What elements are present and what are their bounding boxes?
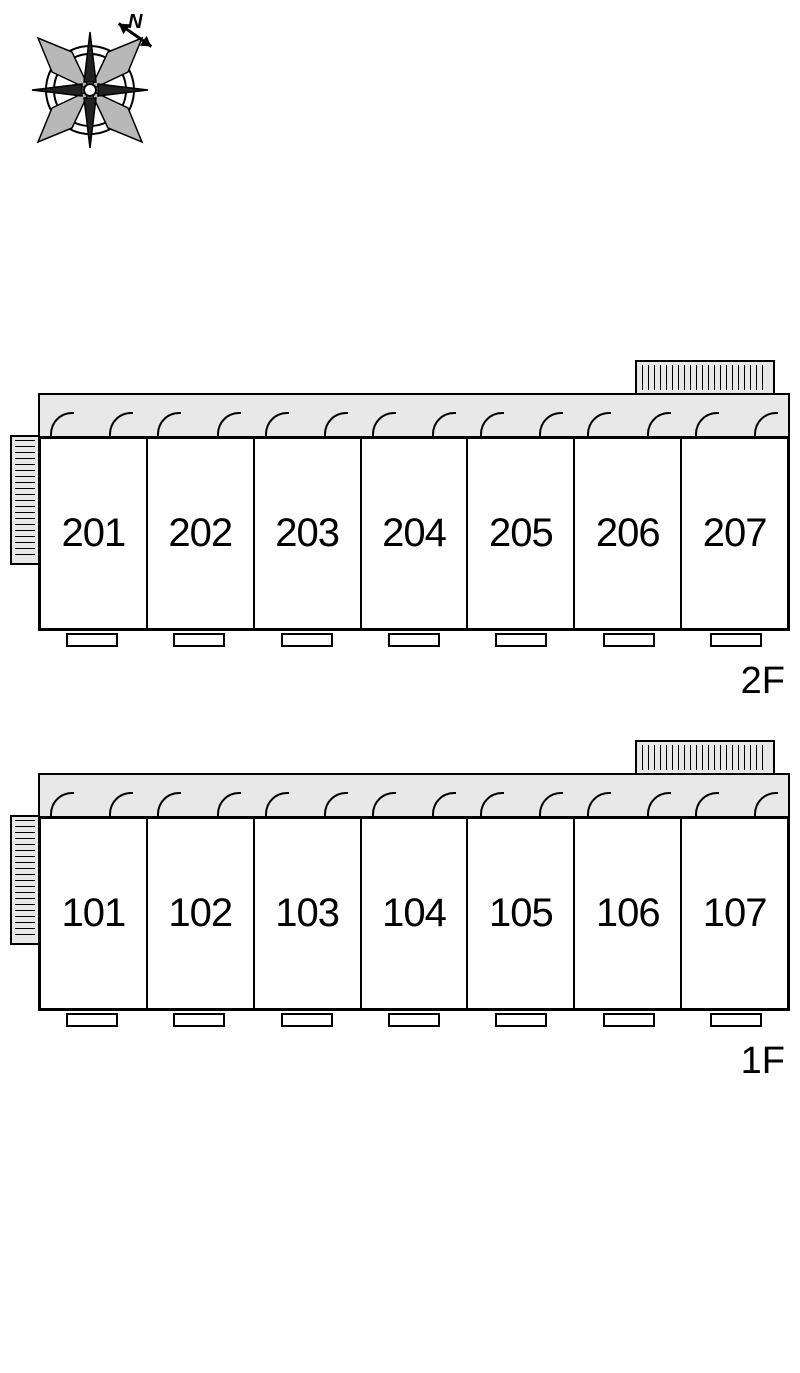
room-cell: 105 [468,819,575,1008]
floor-label: 1F [741,1040,785,1083]
stairs-left-icon [10,435,40,565]
room-cell: 103 [255,819,362,1008]
room-cell: 106 [575,819,682,1008]
room-cell: 201 [41,439,148,628]
room-cell: 101 [41,819,148,1008]
room-cell: 204 [362,439,469,628]
room-cell: 206 [575,439,682,628]
compass-n-label: N [128,11,143,33]
stairs-left-icon [10,815,40,945]
room-cell: 202 [148,439,255,628]
room-cell: 107 [682,819,787,1008]
door-row [38,406,790,436]
door-row [38,786,790,816]
room-cell: 102 [148,819,255,1008]
stairs-top-right-icon [635,740,775,775]
room-cell: 207 [682,439,787,628]
window-row [38,633,790,651]
room-cell: 205 [468,439,575,628]
rooms-row: 101 102 103 104 105 106 107 [38,816,790,1011]
rooms-row: 201 202 203 204 205 206 207 [38,436,790,631]
compass-rose: N [20,10,170,160]
room-cell: 104 [362,819,469,1008]
floor-label: 2F [741,660,785,703]
window-row [38,1013,790,1031]
room-cell: 203 [255,439,362,628]
stairs-top-right-icon [635,360,775,395]
